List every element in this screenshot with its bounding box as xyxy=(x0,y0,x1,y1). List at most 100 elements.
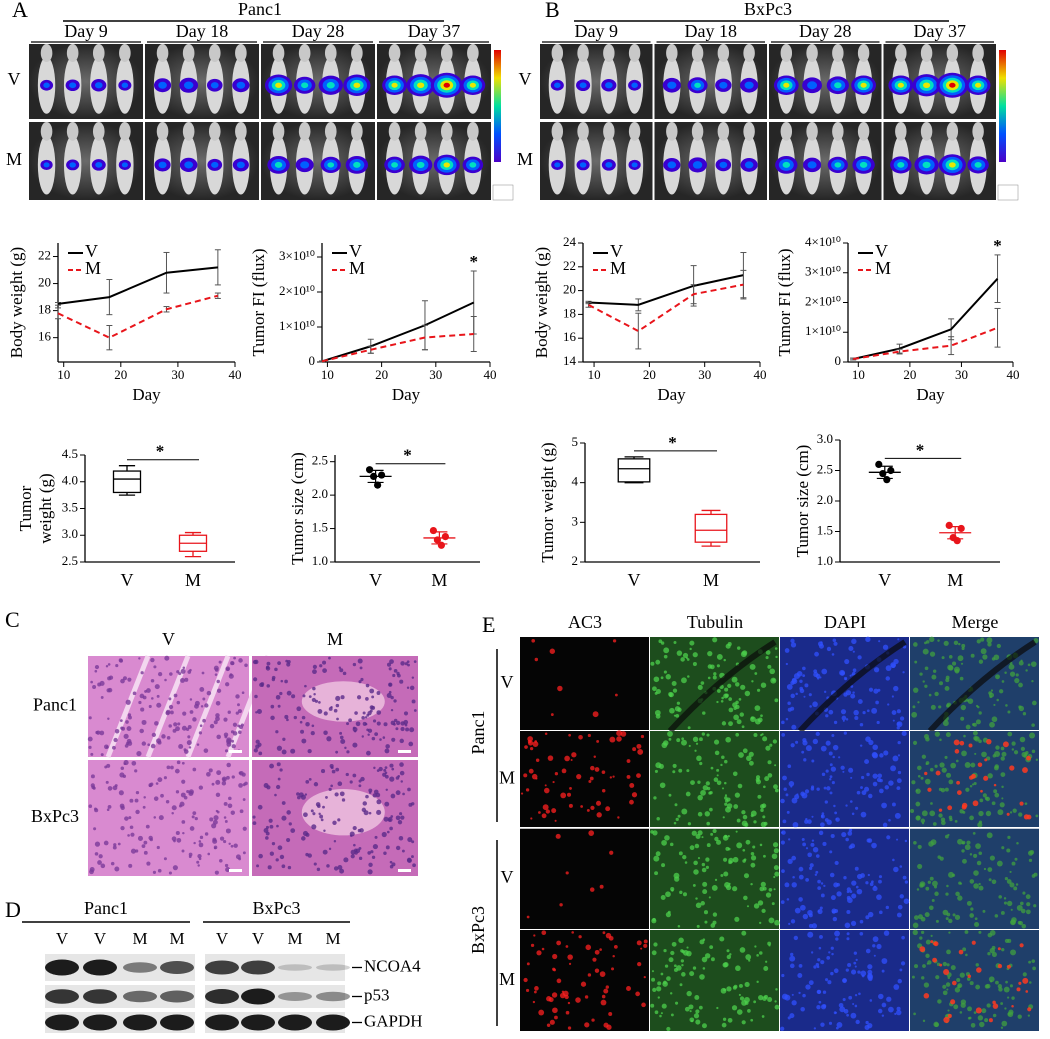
cell xyxy=(781,733,786,737)
cell xyxy=(773,865,779,871)
cell xyxy=(845,718,849,721)
cell xyxy=(742,814,748,820)
mouse-head xyxy=(272,122,285,141)
cell xyxy=(594,767,600,772)
cell xyxy=(878,875,883,879)
cell xyxy=(783,787,787,791)
if-image xyxy=(520,637,649,730)
nucleus xyxy=(176,700,181,705)
cell xyxy=(584,1022,590,1028)
cell xyxy=(652,686,657,692)
cell xyxy=(650,1003,655,1008)
nucleus xyxy=(232,722,238,727)
cell xyxy=(689,1010,692,1013)
nucleus xyxy=(313,693,316,696)
cell xyxy=(885,676,891,681)
cell xyxy=(636,743,642,749)
cell xyxy=(805,847,809,850)
cell xyxy=(924,666,929,671)
nucleus xyxy=(312,669,317,675)
cell xyxy=(1006,879,1012,884)
nucleus xyxy=(120,726,124,730)
nucleus xyxy=(412,863,416,868)
legend-label: V xyxy=(85,241,98,261)
nucleus xyxy=(218,660,222,664)
nucleus xyxy=(348,718,353,723)
cell xyxy=(789,1013,795,1019)
cell xyxy=(1009,984,1013,988)
cell xyxy=(798,866,804,872)
cell xyxy=(868,687,874,692)
cell xyxy=(637,748,644,755)
cell xyxy=(844,658,850,665)
nucleus xyxy=(339,868,345,874)
cell xyxy=(825,978,829,982)
cell xyxy=(847,831,853,836)
cell xyxy=(675,1001,679,1005)
cell xyxy=(829,872,835,878)
cell xyxy=(781,973,785,978)
cell xyxy=(1011,748,1015,751)
cell xyxy=(913,915,919,920)
cell xyxy=(538,1009,545,1016)
cell-red xyxy=(930,940,934,944)
nucleus xyxy=(390,793,396,799)
cell xyxy=(820,893,825,898)
band xyxy=(278,1014,312,1031)
cell xyxy=(679,890,683,895)
nucleus xyxy=(223,717,228,722)
cell xyxy=(846,909,851,915)
cell xyxy=(741,930,747,936)
cell xyxy=(781,720,785,725)
cell-red xyxy=(956,780,961,785)
cell xyxy=(804,819,809,824)
imaging-block xyxy=(769,122,882,200)
cell xyxy=(987,773,993,779)
nucleus xyxy=(225,867,231,873)
cell xyxy=(756,980,759,984)
nucleus xyxy=(115,663,119,668)
cell xyxy=(791,993,794,996)
cell xyxy=(678,768,683,773)
cell xyxy=(1007,938,1012,943)
nucleus xyxy=(94,669,98,673)
cell xyxy=(686,946,689,949)
signal xyxy=(158,81,167,89)
imaging-block xyxy=(261,44,375,119)
signal xyxy=(834,82,842,89)
mouse-head xyxy=(666,122,678,141)
cell xyxy=(835,818,838,821)
cell xyxy=(850,776,853,779)
if-image xyxy=(910,929,1039,1031)
cell-red xyxy=(992,1003,999,1009)
cell xyxy=(686,769,690,773)
cell xyxy=(1007,996,1010,999)
nucleus xyxy=(212,838,218,844)
nucleus xyxy=(207,852,211,856)
nucleus xyxy=(180,668,186,674)
nucleus xyxy=(194,816,198,821)
cell xyxy=(961,750,967,757)
imaging-block xyxy=(883,122,996,200)
annotation: * xyxy=(403,446,412,465)
cell xyxy=(844,677,847,681)
cell xyxy=(735,682,740,687)
cell xyxy=(710,957,715,962)
cell xyxy=(726,986,732,992)
x-tick-label: 10 xyxy=(321,367,334,382)
cell xyxy=(774,871,780,877)
cell xyxy=(547,755,554,761)
cell xyxy=(954,987,961,993)
nucleus xyxy=(164,678,167,682)
cell xyxy=(962,810,966,814)
cell-red xyxy=(984,758,988,762)
nucleus xyxy=(346,750,350,754)
nucleus xyxy=(352,773,357,778)
cell xyxy=(813,1027,817,1030)
nucleus xyxy=(192,717,197,722)
nucleus xyxy=(223,801,228,806)
cell xyxy=(1020,746,1025,751)
cell xyxy=(911,975,915,979)
nucleus xyxy=(305,832,310,837)
nucleus xyxy=(403,711,409,716)
